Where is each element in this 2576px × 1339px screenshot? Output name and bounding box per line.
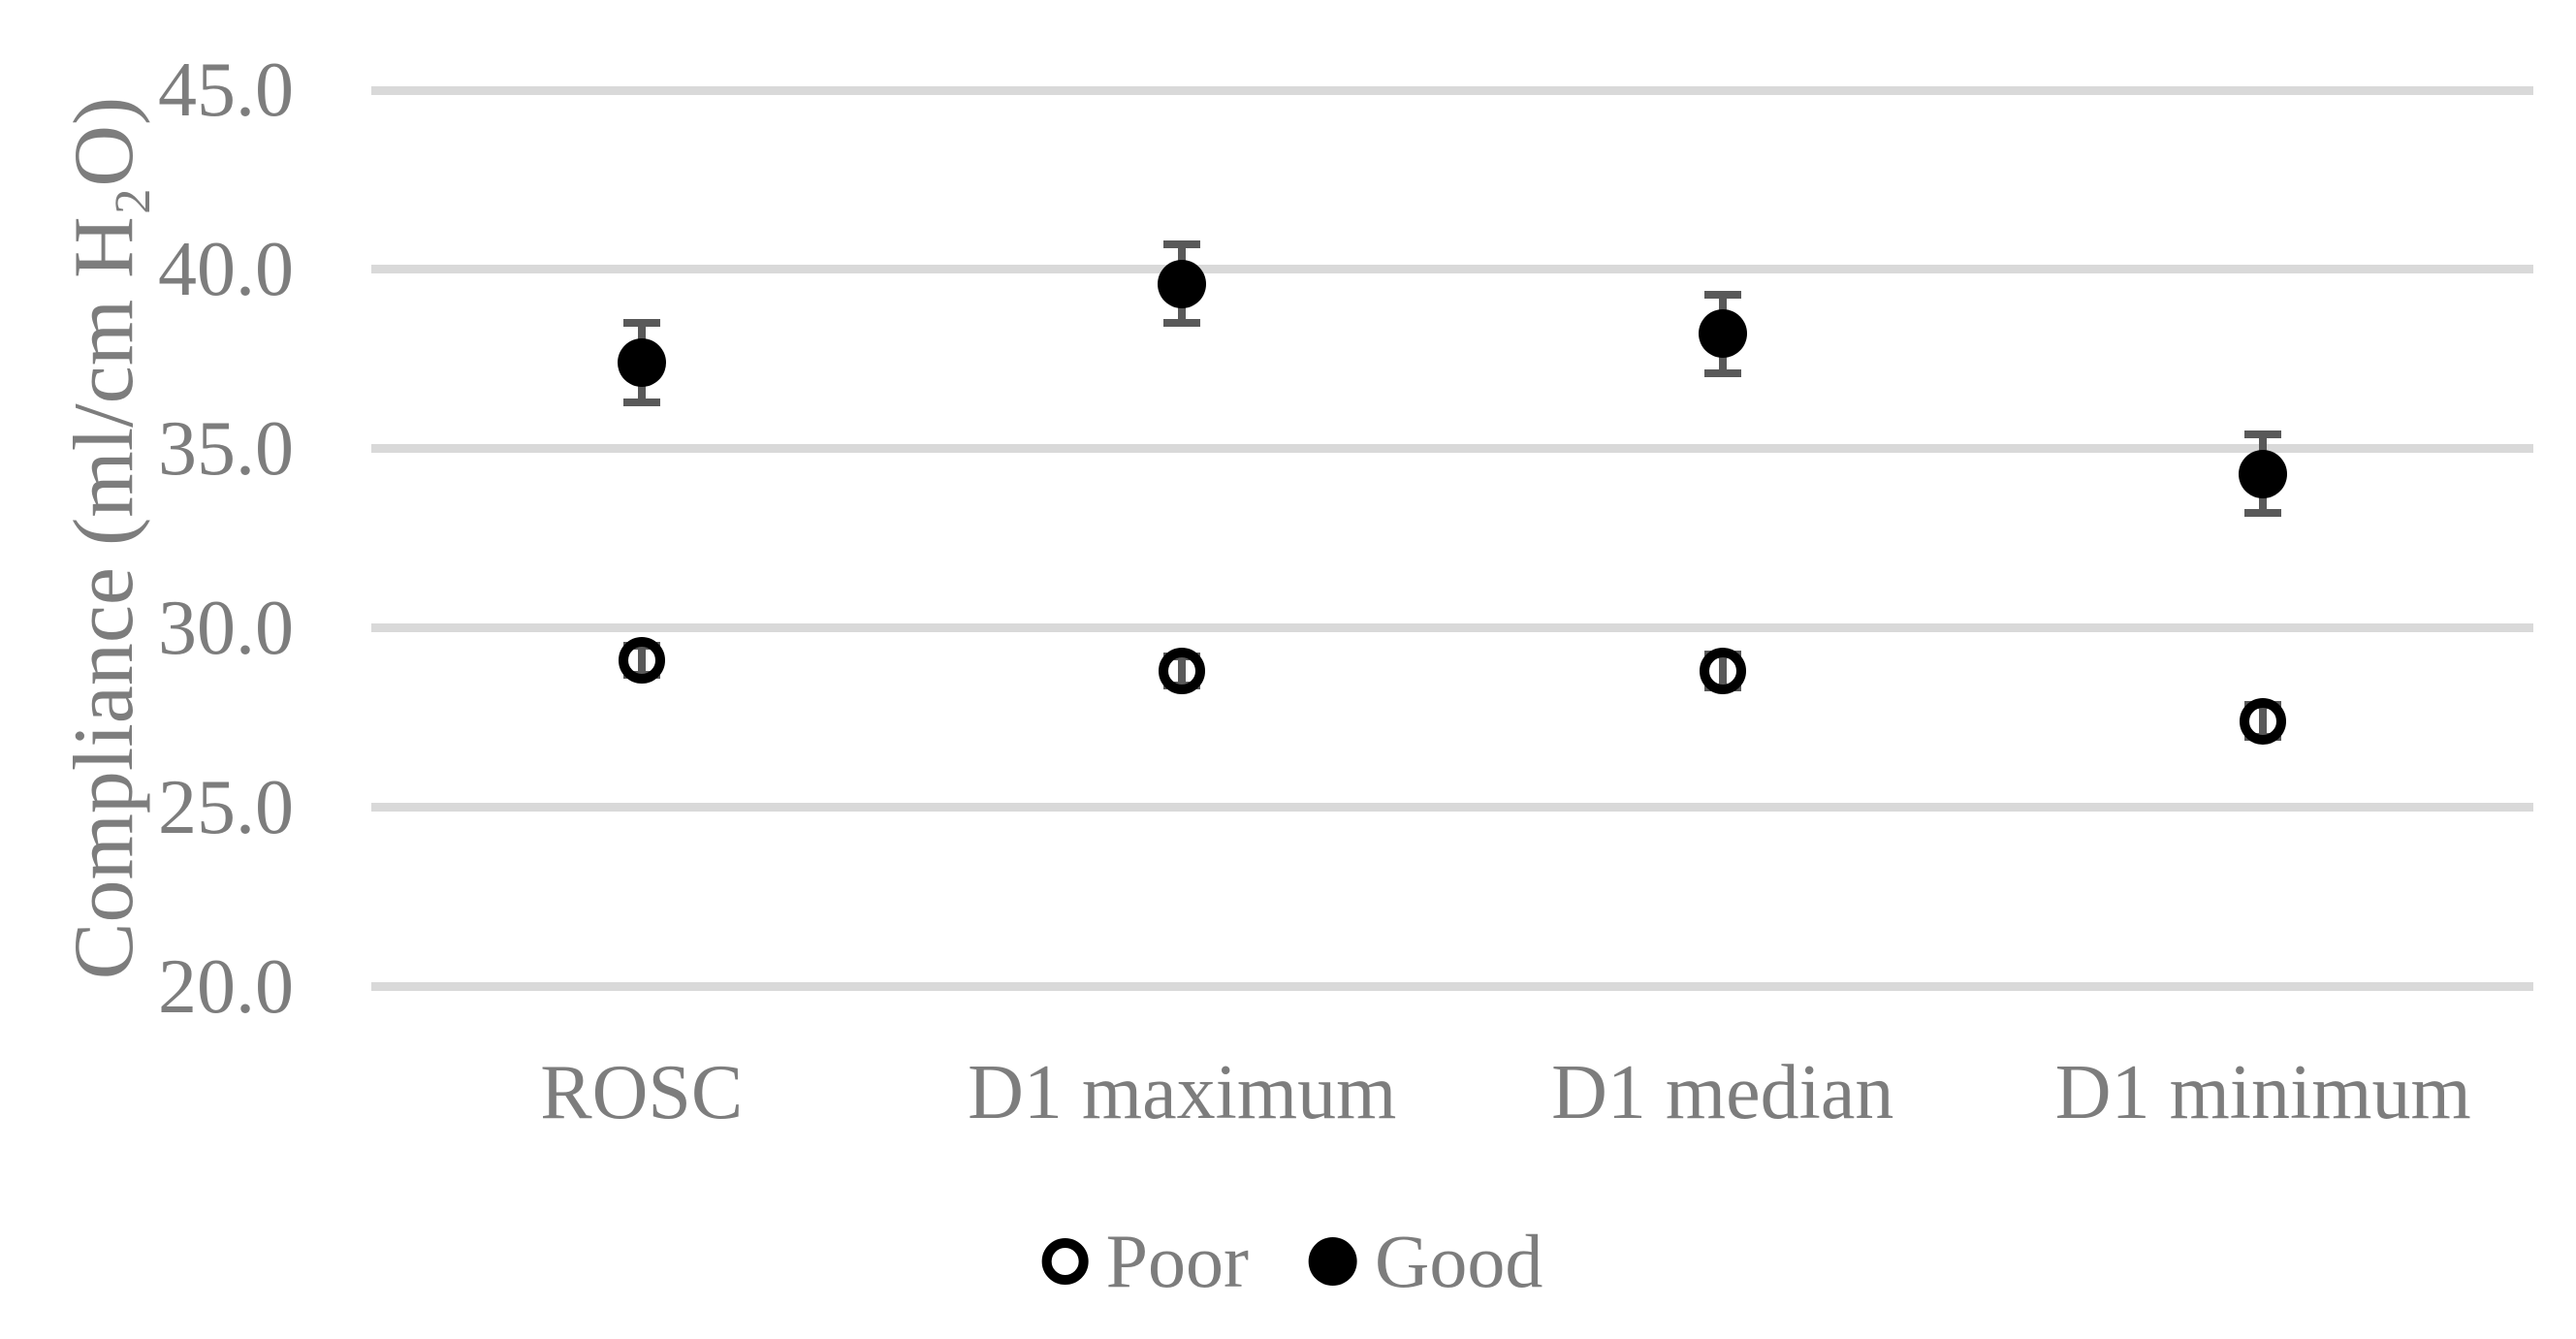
gridline	[371, 982, 2533, 991]
gridline	[371, 444, 2533, 454]
data-point-good-d1-minimum	[2239, 449, 2288, 498]
data-point-poor-rosc	[618, 636, 665, 684]
y-tick-label: 40.0	[158, 226, 294, 312]
gridline	[371, 265, 2533, 274]
x-axis-label: D1 minimum	[2054, 1050, 2471, 1135]
y-tick-label: 25.0	[158, 764, 294, 850]
x-axis-label: D1 median	[1551, 1050, 1894, 1135]
legend-item-poor: Poor	[1041, 1219, 1250, 1303]
x-axis-label: D1 maximum	[968, 1050, 1397, 1135]
error-bar-cap	[2244, 509, 2282, 518]
y-tick-label: 20.0	[158, 943, 294, 1030]
data-point-poor-d1-maximum	[1159, 648, 1206, 695]
gridline	[371, 85, 2533, 95]
gridline	[371, 803, 2533, 813]
error-bar-cap	[1703, 290, 1741, 299]
legend: Poor Good	[1041, 1219, 1542, 1303]
legend-label-poor: Poor	[1105, 1219, 1250, 1303]
error-bar-cap	[1163, 240, 1201, 248]
gridline	[371, 623, 2533, 633]
y-tick-label: 30.0	[158, 585, 294, 671]
data-point-poor-d1-median	[1699, 648, 1746, 695]
open-circle-marker-icon	[1041, 1238, 1089, 1285]
y-tick-label: 45.0	[158, 48, 294, 133]
filled-circle-marker-icon	[1309, 1237, 1358, 1286]
error-bar-cap	[2244, 430, 2282, 438]
y-axis-title: Compliance (ml/cm H₂O)	[57, 96, 151, 980]
legend-item-good: Good	[1309, 1224, 1542, 1299]
error-bar-cap	[622, 319, 660, 328]
data-point-poor-d1-minimum	[2240, 697, 2287, 745]
error-bar-cap	[622, 398, 660, 406]
y-tick-label: 35.0	[158, 405, 294, 492]
data-point-good-d1-maximum	[1158, 259, 1207, 308]
x-axis-label: ROSC	[540, 1050, 744, 1135]
error-bar-cap	[1163, 319, 1201, 328]
error-bar-cap	[1703, 369, 1741, 378]
data-point-good-rosc	[617, 338, 666, 388]
legend-label-good: Good	[1375, 1219, 1543, 1303]
data-point-good-d1-median	[1698, 309, 1747, 359]
